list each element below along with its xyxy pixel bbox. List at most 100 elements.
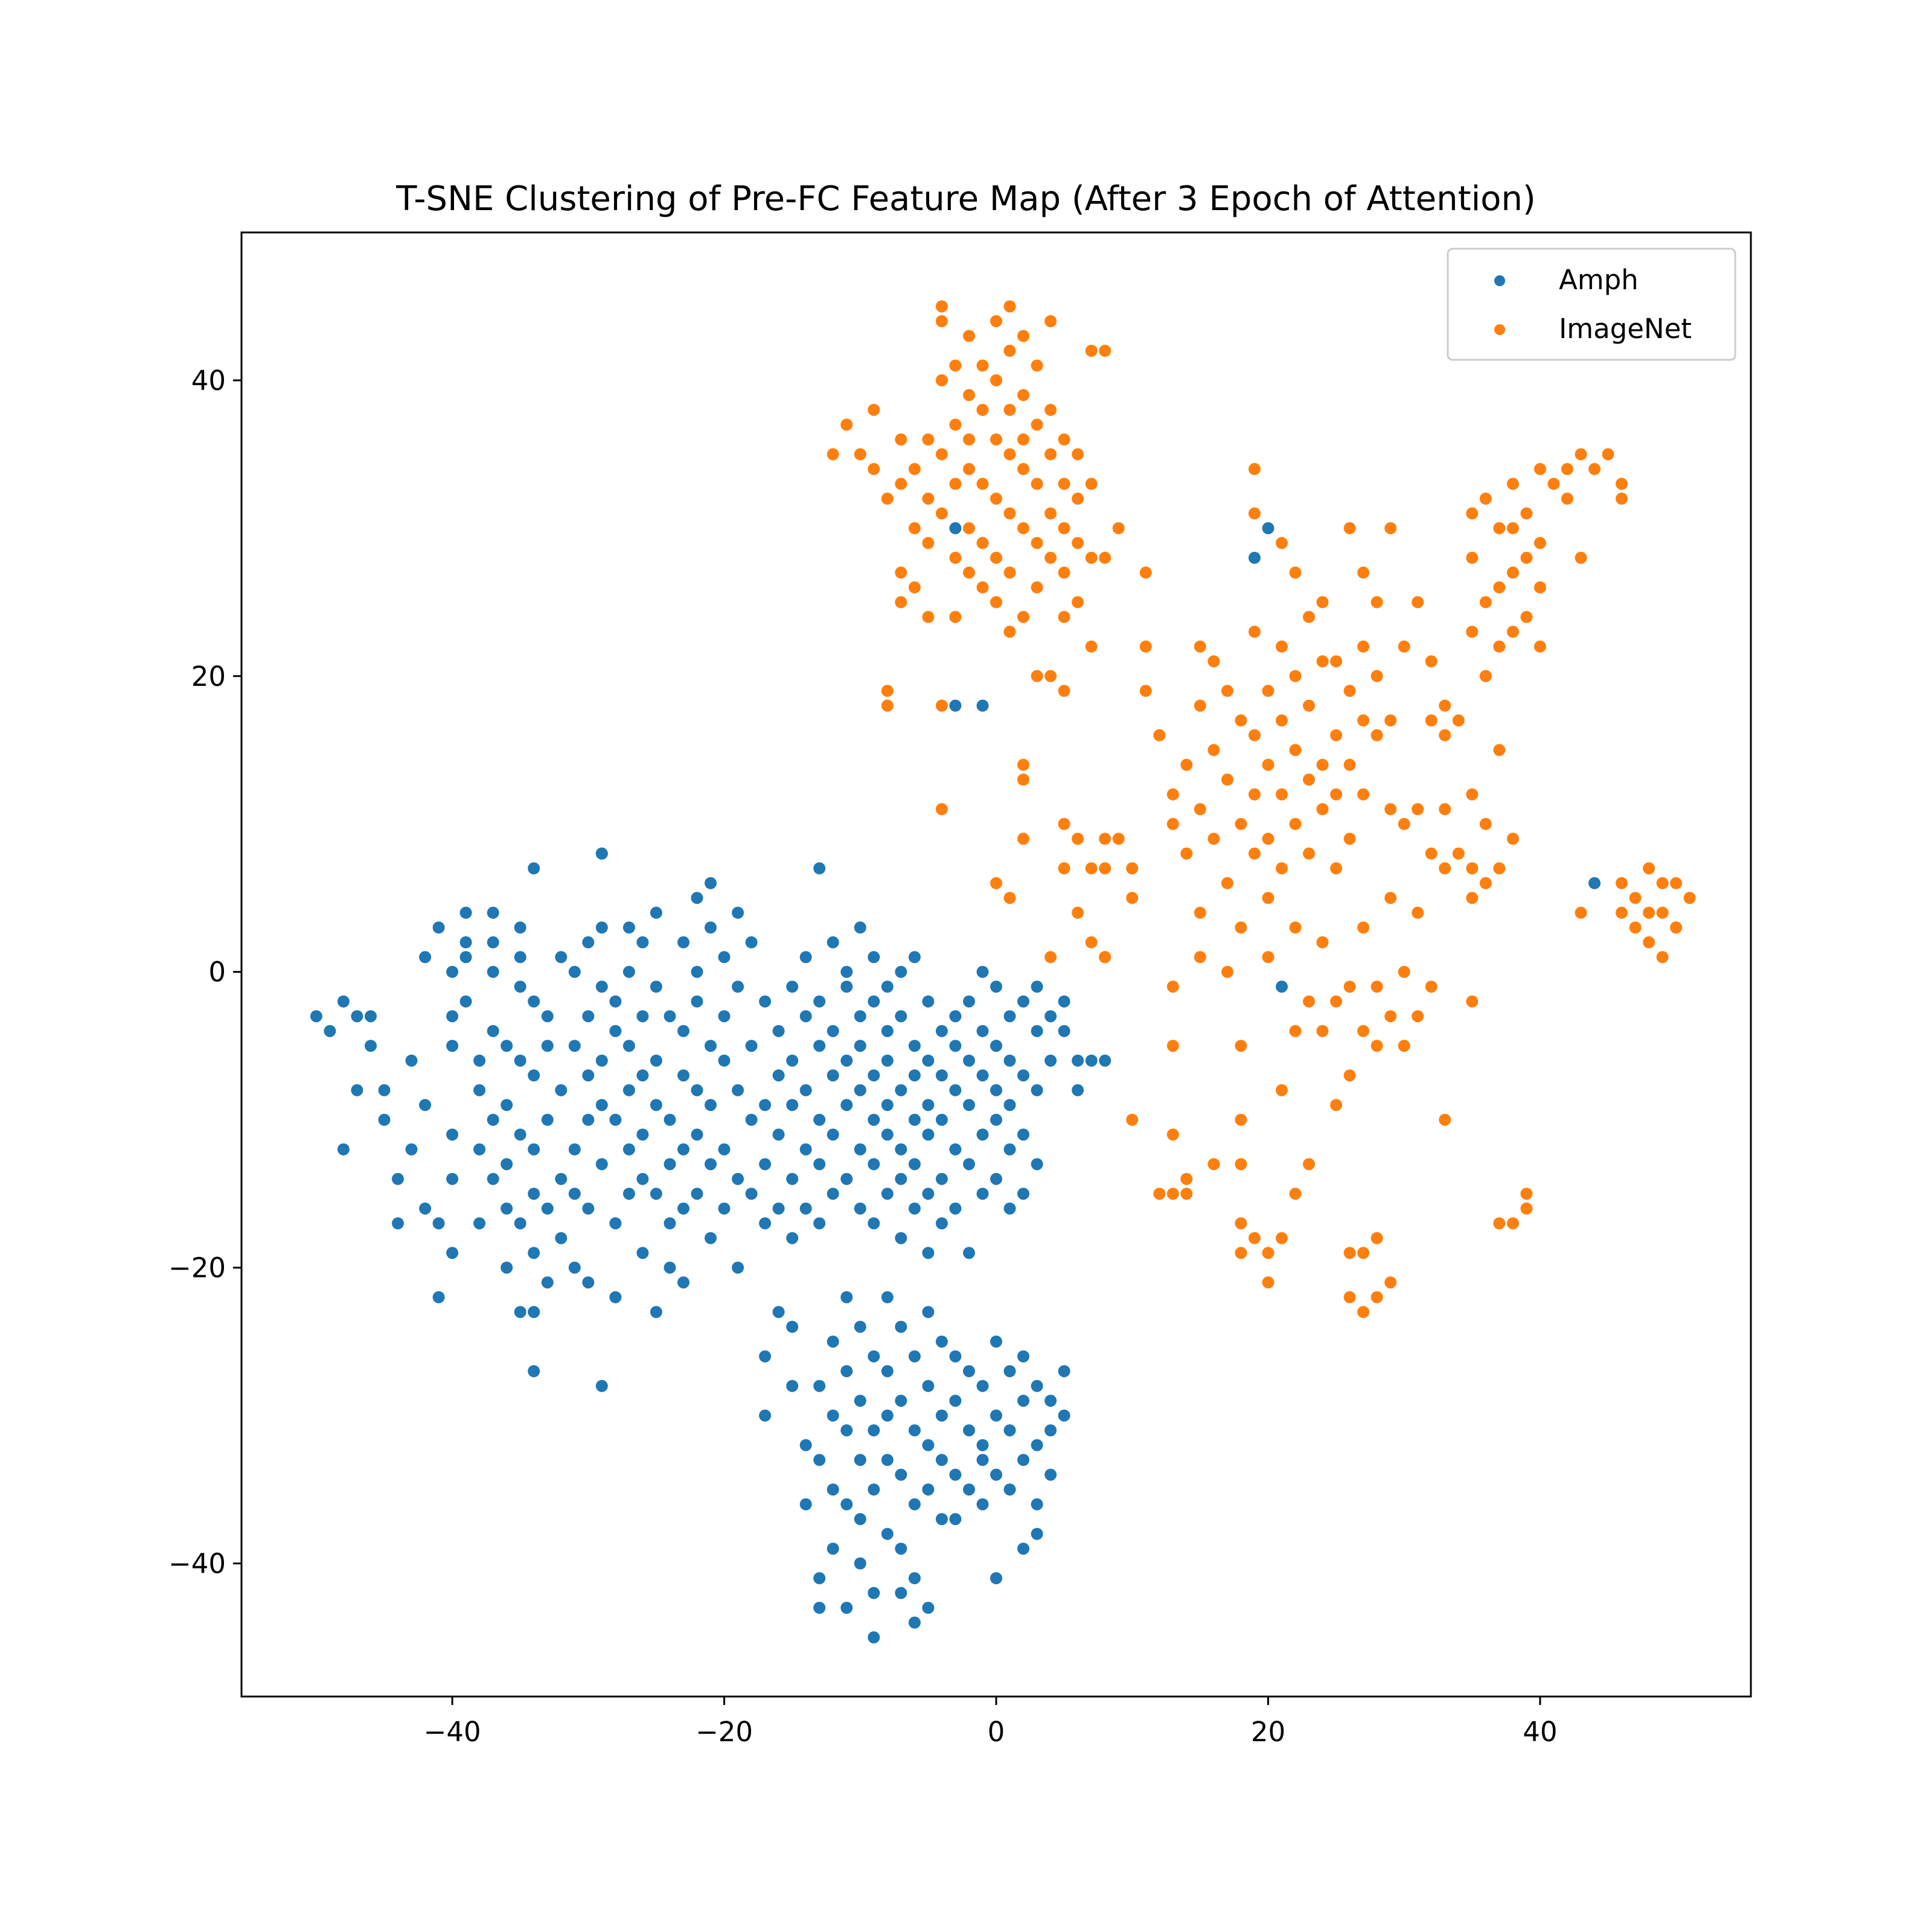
- point-imagenet-227: [1412, 1010, 1424, 1023]
- point-amph-313: [949, 1350, 962, 1363]
- point-amph-84: [609, 1025, 622, 1037]
- point-imagenet-52: [1003, 625, 1016, 638]
- point-amph-286: [868, 1483, 880, 1496]
- point-imagenet-90: [990, 877, 1002, 889]
- point-amph-38: [487, 1113, 499, 1126]
- point-amph-227: [976, 965, 989, 978]
- point-imagenet-138: [1235, 817, 1247, 830]
- point-imagenet-32: [963, 462, 975, 475]
- point-imagenet-21: [935, 374, 948, 386]
- point-imagenet-271: [1534, 640, 1546, 653]
- point-imagenet-186: [1330, 729, 1343, 741]
- point-amph-279: [854, 1320, 866, 1333]
- point-imagenet-114: [1166, 788, 1179, 801]
- point-imagenet-208: [1371, 670, 1383, 682]
- point-amph-63: [555, 951, 568, 964]
- point-imagenet-154: [1262, 833, 1275, 845]
- point-amph-92: [622, 1143, 635, 1156]
- point-imagenet-235: [1439, 862, 1451, 875]
- point-imagenet-293: [1670, 877, 1683, 889]
- point-imagenet-214: [1384, 522, 1397, 534]
- point-imagenet-244: [1479, 877, 1492, 889]
- point-imagenet-239: [1466, 788, 1479, 801]
- point-amph-24: [446, 1172, 459, 1185]
- point-amph-263: [786, 1380, 799, 1392]
- point-amph-295: [895, 1395, 907, 1407]
- point-imagenet-100: [1085, 862, 1098, 875]
- point-imagenet-185: [1330, 655, 1343, 668]
- point-amph-191: [881, 1099, 894, 1112]
- point-imagenet-98: [1072, 906, 1084, 919]
- point-amph-189: [881, 1025, 894, 1037]
- point-imagenet-65: [1044, 315, 1057, 327]
- point-amph-304: [922, 1306, 935, 1319]
- point-amph-150: [772, 1202, 785, 1215]
- point-amph-328: [1003, 1365, 1016, 1378]
- point-amph-306: [922, 1439, 935, 1451]
- point-imagenet-122: [1180, 1188, 1193, 1200]
- x-tick-label: −40: [424, 1716, 481, 1748]
- point-imagenet-50: [1003, 507, 1016, 520]
- point-amph-148: [772, 1069, 785, 1082]
- point-amph-310: [935, 1409, 948, 1422]
- point-amph-308: [922, 1602, 935, 1614]
- point-imagenet-176: [1303, 847, 1315, 860]
- point-amph-228: [976, 1025, 989, 1037]
- point-imagenet-104: [1099, 951, 1112, 964]
- point-amph-211: [922, 1247, 935, 1259]
- point-amph-11: [392, 1217, 404, 1230]
- point-imagenet-127: [1194, 906, 1206, 919]
- point-amph-56: [528, 1247, 540, 1259]
- point-imagenet-206: [1357, 1306, 1370, 1319]
- legend-label-amph: Amph: [1559, 264, 1639, 296]
- point-amph-158: [799, 1084, 812, 1096]
- point-imagenet-56: [1017, 462, 1029, 475]
- point-imagenet-198: [1343, 1291, 1356, 1303]
- point-imagenet-7: [881, 685, 894, 697]
- point-imagenet-215: [1384, 714, 1397, 727]
- point-imagenet-256: [1479, 596, 1492, 609]
- point-amph-229: [976, 1069, 989, 1082]
- point-imagenet-61: [1031, 478, 1043, 490]
- point-imagenet-211: [1371, 1040, 1383, 1052]
- point-amph-93: [622, 1188, 635, 1200]
- point-amph-122: [691, 1188, 703, 1200]
- point-amph-193: [881, 1188, 894, 1200]
- point-imagenet-291: [1656, 951, 1669, 964]
- point-imagenet-283: [1616, 906, 1628, 919]
- point-amph-301: [908, 1498, 921, 1511]
- point-imagenet-157: [1262, 1247, 1275, 1259]
- point-amph-210: [922, 1188, 935, 1200]
- point-amph-43: [501, 1202, 513, 1215]
- point-amph-86: [609, 1217, 622, 1230]
- point-amph-334: [1017, 1543, 1029, 1555]
- point-amph-247: [1031, 1025, 1043, 1037]
- point-amph-5: [351, 1084, 363, 1096]
- point-amph-221: [949, 1202, 962, 1215]
- point-imagenet-282: [1616, 877, 1628, 889]
- point-imagenet-125: [1194, 699, 1206, 712]
- point-imagenet-226: [1412, 906, 1424, 919]
- point-amph-128: [705, 1232, 717, 1244]
- point-imagenet-129: [1208, 655, 1220, 668]
- point-imagenet-96: [1058, 817, 1070, 830]
- point-amph-170: [827, 1188, 839, 1200]
- point-amph-109: [664, 1217, 676, 1230]
- point-amph-187: [868, 1217, 880, 1230]
- point-amph-327: [990, 1572, 1002, 1584]
- point-imagenet-179: [1316, 596, 1329, 609]
- point-imagenet-153: [1262, 758, 1275, 771]
- point-amph-49: [514, 1128, 526, 1141]
- point-imagenet-189: [1330, 995, 1343, 1008]
- point-imagenet-89: [935, 803, 948, 816]
- point-amph-110: [664, 1261, 676, 1274]
- point-amph-274: [840, 1291, 853, 1303]
- point-amph-332: [1017, 1395, 1029, 1407]
- point-amph-125: [705, 1040, 717, 1052]
- point-imagenet-152: [1262, 685, 1275, 697]
- point-amph-160: [799, 1202, 812, 1215]
- point-imagenet-9: [895, 478, 907, 490]
- point-imagenet-48: [1003, 403, 1016, 416]
- point-amph-157: [799, 1010, 812, 1023]
- point-amph-58: [541, 1010, 554, 1023]
